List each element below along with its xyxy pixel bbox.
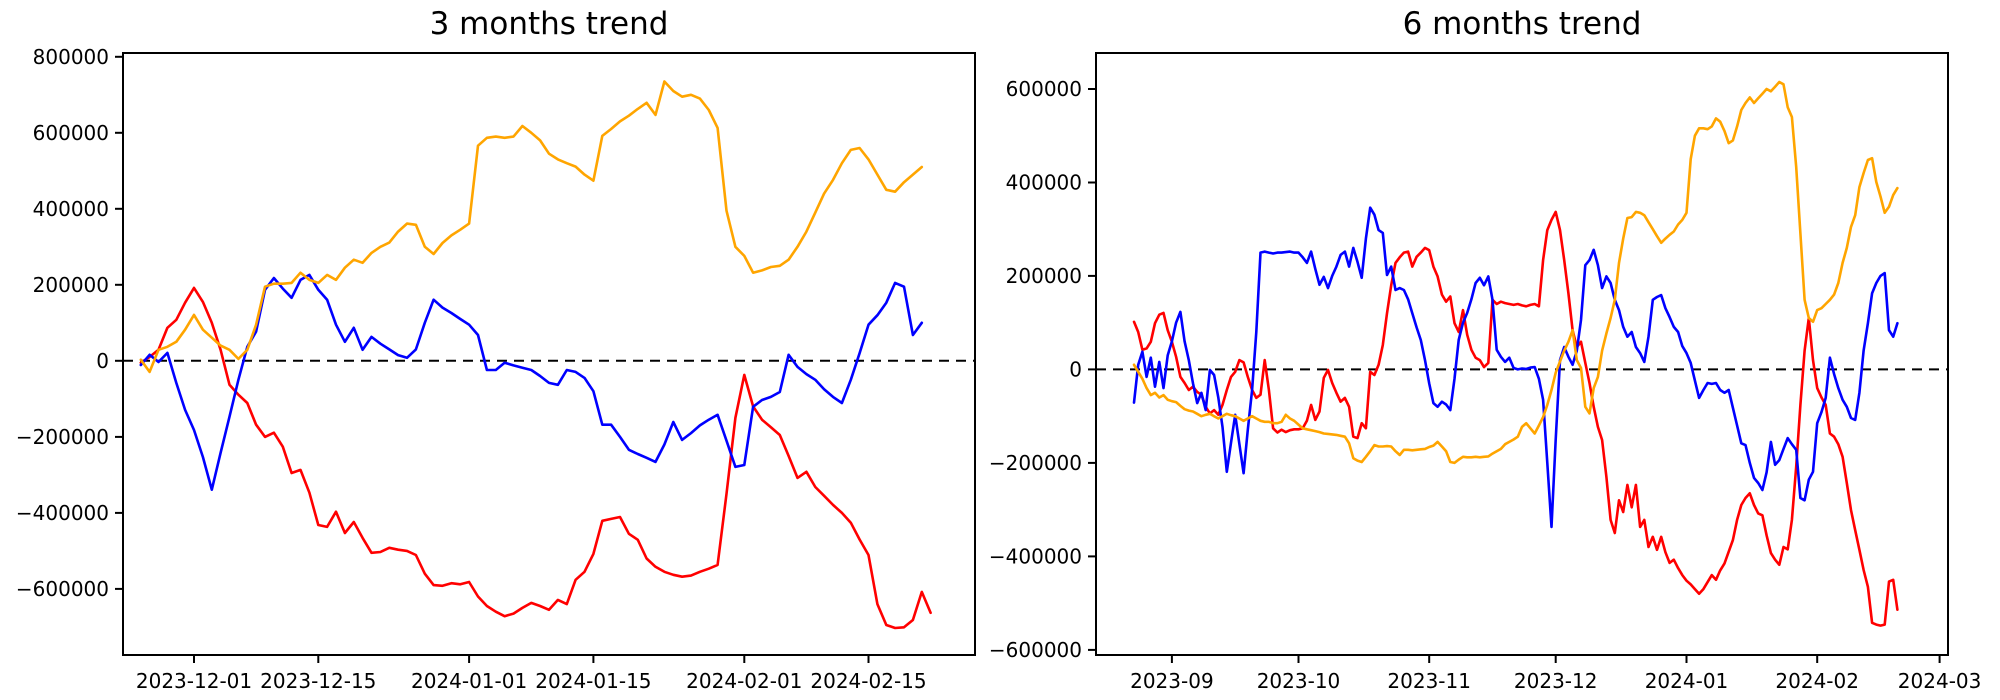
x-tick-label: 2024-03 [1898, 669, 1982, 693]
x-tick-label: 2023-10 [1257, 669, 1341, 693]
y-tick-label: −400000 [989, 544, 1082, 568]
blue-series-line [1132, 206, 1899, 529]
chart-group-2: 600000 400000 200000 0 −200000 −400000 −600000… [989, 52, 1982, 693]
orange-series-line [1132, 80, 1899, 465]
x-tick-label: 2024-01-01 [411, 669, 527, 693]
y-tick-label: −600000 [989, 638, 1082, 662]
x-tick-label: 2023-12-15 [260, 669, 376, 693]
y-tick-label: 400000 [33, 197, 109, 221]
right-chart-title: 6 months trend [1402, 6, 1642, 42]
y-tick-label: 0 [1069, 357, 1082, 381]
x-tick-label: 2023-12 [1514, 669, 1598, 693]
red-series-line [139, 286, 932, 630]
y-tick-label: 600000 [1006, 77, 1082, 101]
y-tick-label: 0 [96, 349, 109, 373]
x-tick-label: 2023-12-01 [136, 669, 252, 693]
y-tick-label: −200000 [16, 425, 109, 449]
y-tick-label: 600000 [33, 121, 109, 145]
y-tick-label: −600000 [16, 577, 109, 601]
y-tick-label: 800000 [33, 45, 109, 69]
red-series-line [1132, 210, 1899, 627]
blue-series-line [139, 273, 924, 492]
plot-border [122, 52, 976, 656]
left-chart-title: 3 months trend [429, 6, 669, 42]
x-tick-label: 2024-02-01 [686, 669, 802, 693]
y-tick-label: 200000 [33, 273, 109, 297]
y-tick-label: −400000 [16, 501, 109, 525]
x-tick-label: 2024-01 [1645, 669, 1729, 693]
x-tick-label: 2024-01-15 [535, 669, 651, 693]
y-tick-label: 400000 [1006, 171, 1082, 195]
chart-group-1: 800000 600000 400000 200000 0 −200000 −400000 −… [16, 45, 976, 693]
y-tick-label: 200000 [1006, 264, 1082, 288]
x-tick-label: 2024-02 [1775, 669, 1859, 693]
x-tick-label: 2023-11 [1387, 669, 1471, 693]
x-tick-label: 2024-02-15 [810, 669, 926, 693]
y-tick-label: −200000 [989, 451, 1082, 475]
orange-series-line [139, 80, 924, 374]
plot-border [1095, 52, 1949, 656]
x-tick-label: 2023-09 [1130, 669, 1214, 693]
